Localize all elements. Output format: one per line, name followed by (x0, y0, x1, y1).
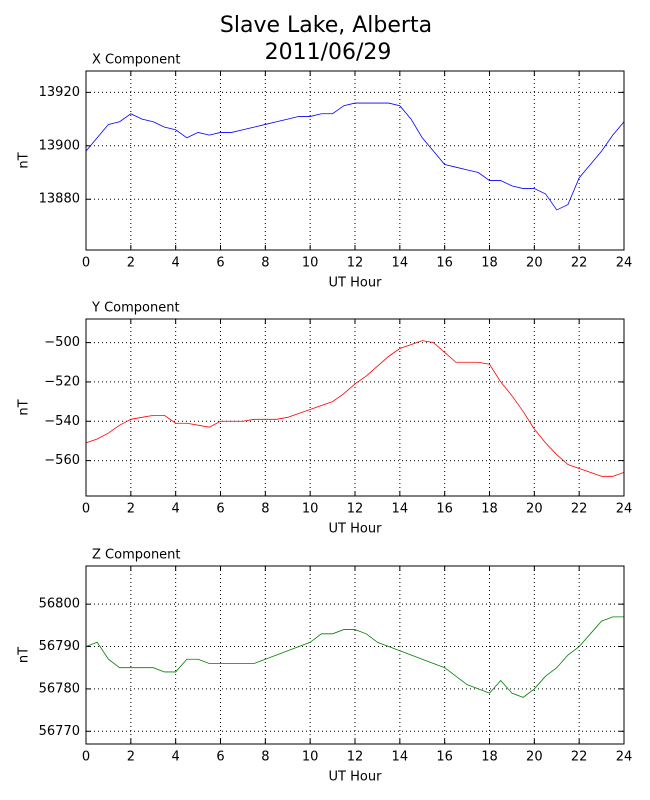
y-tick-label: −560 (44, 453, 80, 468)
y-tick-label: −520 (44, 374, 80, 389)
x-tick-label: 20 (526, 256, 543, 271)
y-axis-label: nT (17, 399, 32, 415)
y-tick-label: 13920 (39, 85, 80, 100)
x-tick-label: 20 (526, 502, 543, 517)
figure-title: Slave Lake, Alberta (220, 13, 432, 38)
x-tick-label: 22 (571, 502, 588, 517)
x-tick-label: 12 (347, 750, 364, 765)
y-tick-label: 56800 (39, 597, 80, 612)
x-tick-label: 18 (481, 256, 498, 271)
x-tick-label: 22 (571, 750, 588, 765)
x-tick-label: 4 (172, 256, 180, 271)
x-axis-label: UT Hour (329, 770, 383, 785)
x-tick-label: 4 (172, 502, 180, 517)
figure-date: 2011/06/29 (265, 40, 392, 65)
x-tick-label: 20 (526, 750, 543, 765)
plot-frame (85, 318, 625, 497)
y-tick-label: 56780 (39, 681, 80, 696)
panel-title: Z Component (92, 548, 181, 563)
x-tick-label: 8 (261, 750, 269, 765)
x-tick-label: 2 (127, 750, 135, 765)
y-tick-label: 13900 (39, 138, 80, 153)
plot-frame (85, 565, 625, 745)
data-line (85, 102, 625, 211)
x-tick-label: 4 (172, 750, 180, 765)
x-tick-label: 24 (616, 502, 633, 517)
plot-frame (85, 70, 625, 251)
panel-title: Y Component (91, 301, 180, 316)
data-line (85, 340, 625, 477)
y-tick-label: 56790 (39, 639, 80, 654)
x-tick-label: 6 (216, 256, 224, 271)
x-tick-label: 6 (216, 502, 224, 517)
x-tick-label: 8 (261, 502, 269, 517)
y-tick-label: −540 (44, 414, 80, 429)
x-tick-label: 0 (82, 256, 90, 271)
x-tick-label: 10 (302, 256, 319, 271)
x-tick-label: 14 (392, 502, 409, 517)
x-axis-label: UT Hour (329, 522, 383, 537)
x-tick-label: 16 (436, 502, 453, 517)
data-line (85, 616, 624, 698)
x-tick-label: 10 (302, 750, 319, 765)
x-tick-label: 0 (82, 502, 90, 517)
x-tick-label: 24 (616, 750, 633, 765)
x-tick-label: 6 (216, 750, 224, 765)
x-tick-label: 18 (481, 502, 498, 517)
x-tick-label: 0 (82, 750, 90, 765)
x-tick-label: 14 (392, 256, 409, 271)
x-tick-label: 2 (127, 256, 135, 271)
x-tick-label: 24 (616, 256, 633, 271)
x-axis-label: UT Hour (329, 276, 383, 291)
y-axis-label: nT (17, 152, 32, 168)
x-tick-label: 18 (481, 750, 498, 765)
panel-title: X Component (92, 53, 181, 68)
x-tick-label: 16 (436, 750, 453, 765)
y-tick-label: −500 (44, 335, 80, 350)
y-axis-label: nT (17, 647, 32, 663)
x-tick-label: 10 (302, 502, 319, 517)
x-tick-label: 12 (347, 256, 364, 271)
y-tick-label: 56770 (39, 724, 80, 739)
x-tick-label: 12 (347, 502, 364, 517)
x-tick-label: 22 (571, 256, 588, 271)
x-tick-label: 2 (127, 502, 135, 517)
x-tick-label: 8 (261, 256, 269, 271)
x-tick-label: 16 (436, 256, 453, 271)
x-tick-label: 14 (392, 750, 409, 765)
y-tick-label: 13880 (39, 192, 80, 207)
